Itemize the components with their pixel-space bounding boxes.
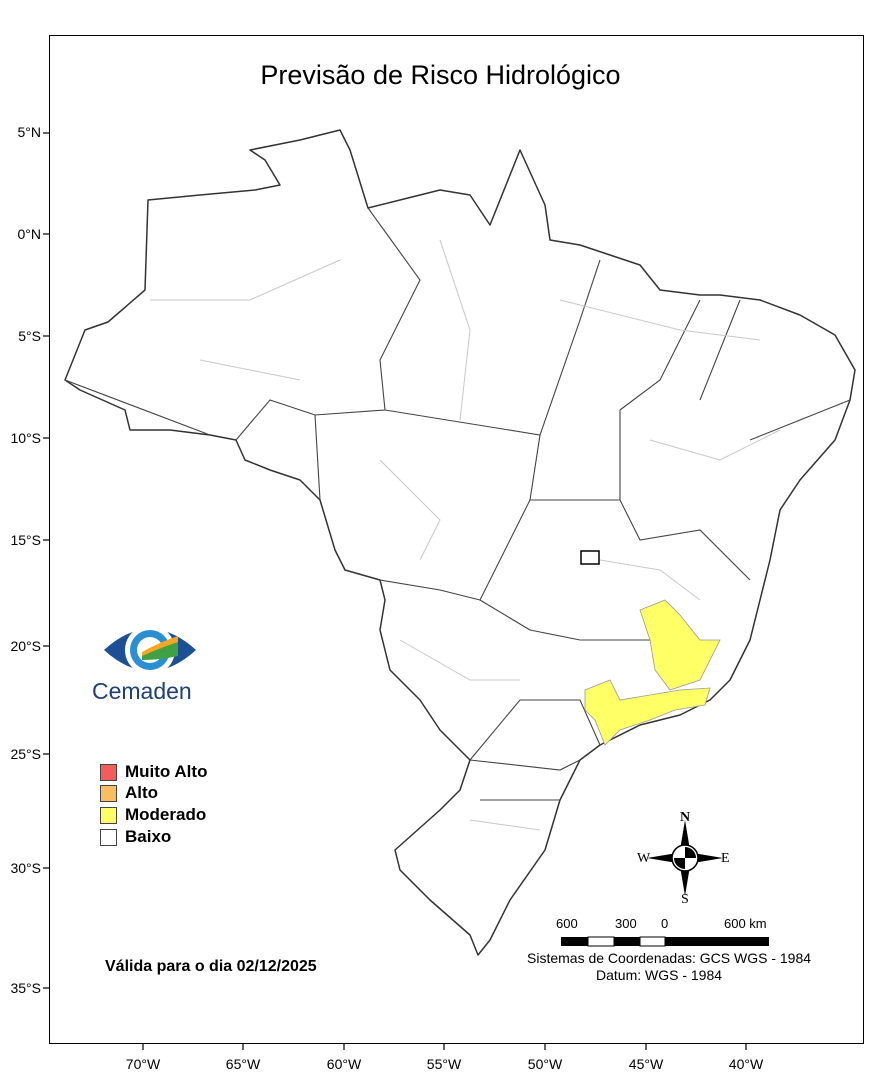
lat-label: 10°S (10, 430, 41, 446)
legend-label: Baixo (125, 827, 172, 846)
lat-label: 25°S (10, 746, 41, 762)
map-title: Previsão de Risco Hidrológico (260, 60, 621, 90)
legend-item-baixo: Baixo (100, 827, 171, 847)
moderate-risk-area (584, 679, 711, 746)
legend-swatch (100, 763, 117, 781)
cemaden-logo (104, 625, 196, 675)
scale-label: 600 (556, 916, 578, 931)
crs-text: Sistemas de Coordenadas: GCS WGS - 1984 (527, 950, 812, 966)
lat-label: 15°S (10, 532, 41, 548)
federal-district (580, 550, 600, 565)
lon-label: 40°W (728, 1056, 764, 1072)
lon-label: 50°W (527, 1056, 563, 1072)
lon-label: 45°W (628, 1056, 664, 1072)
scale-label: 0 (661, 916, 669, 931)
lat-label: 5°S (18, 328, 41, 344)
lat-label: 20°S (10, 638, 41, 654)
legend-item-moderado: Moderado (100, 805, 206, 825)
legend-label: Moderado (125, 805, 207, 824)
moderate-risk-areas (584, 599, 721, 746)
lon-label: 70°W (125, 1056, 161, 1072)
legend-item-muito-alto: Muito Alto (100, 762, 207, 782)
compass-rose-icon (647, 820, 723, 896)
datum-text: Datum: WGS - 1984 (596, 967, 723, 983)
lon-label: 60°W (326, 1056, 362, 1072)
validity-date: Válida para o dia 02/12/2025 (105, 958, 317, 975)
legend-swatch (100, 828, 117, 846)
legend-swatch (100, 784, 117, 802)
lat-label: 30°S (10, 860, 41, 876)
scale-label: 600 km (724, 916, 767, 931)
legend-label: Muito Alto (125, 762, 208, 781)
compass-w: W (637, 851, 651, 866)
map-frame (49, 35, 864, 1044)
moderate-risk-area (639, 599, 721, 691)
lat-label: 0°N (17, 226, 42, 242)
scale-bar (561, 936, 769, 947)
lon-label: 65°W (225, 1056, 261, 1072)
cemaden-logo-text: Cemaden (92, 678, 192, 704)
legend-label: Alto (125, 783, 159, 802)
lon-label: 55°W (426, 1056, 462, 1072)
compass-n: N (680, 810, 691, 825)
lat-label: 5°N (17, 124, 42, 140)
compass-s: S (681, 892, 689, 907)
lat-label: 35°S (10, 980, 41, 996)
brazil-outline (64, 129, 856, 956)
scale-label: 300 (615, 916, 637, 931)
legend-item-alto: Alto (100, 783, 158, 803)
legend-swatch (100, 806, 117, 824)
compass-e: E (721, 851, 730, 866)
municipal-borders (150, 239, 781, 831)
